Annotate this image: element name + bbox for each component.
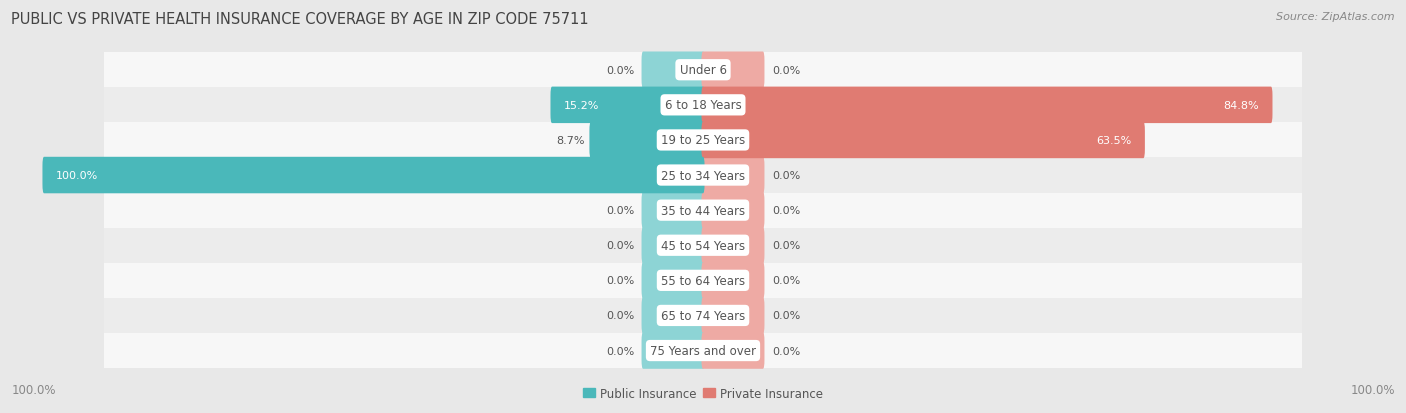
FancyBboxPatch shape [702,88,765,124]
FancyBboxPatch shape [551,88,704,124]
Text: 6 to 18 Years: 6 to 18 Years [665,99,741,112]
Text: Under 6: Under 6 [679,64,727,77]
FancyBboxPatch shape [641,192,704,229]
Text: 0.0%: 0.0% [772,206,800,216]
FancyBboxPatch shape [641,52,704,89]
FancyBboxPatch shape [641,262,704,299]
Text: 65 to 74 Years: 65 to 74 Years [661,309,745,322]
Legend: Public Insurance, Private Insurance: Public Insurance, Private Insurance [578,382,828,404]
FancyBboxPatch shape [641,157,704,194]
FancyBboxPatch shape [104,333,1302,368]
Text: 100.0%: 100.0% [11,384,56,396]
Text: 0.0%: 0.0% [606,206,634,216]
Text: 0.0%: 0.0% [606,66,634,76]
Text: PUBLIC VS PRIVATE HEALTH INSURANCE COVERAGE BY AGE IN ZIP CODE 75711: PUBLIC VS PRIVATE HEALTH INSURANCE COVER… [11,12,589,27]
FancyBboxPatch shape [702,332,765,369]
FancyBboxPatch shape [702,297,765,334]
FancyBboxPatch shape [702,228,765,264]
Text: 0.0%: 0.0% [606,241,634,251]
Text: 0.0%: 0.0% [772,275,800,286]
Text: 0.0%: 0.0% [606,346,634,356]
FancyBboxPatch shape [641,122,704,159]
Text: 0.0%: 0.0% [772,311,800,320]
FancyBboxPatch shape [641,88,704,124]
FancyBboxPatch shape [104,88,1302,123]
Text: 100.0%: 100.0% [56,171,98,180]
Text: 55 to 64 Years: 55 to 64 Years [661,274,745,287]
FancyBboxPatch shape [104,193,1302,228]
Text: 19 to 25 Years: 19 to 25 Years [661,134,745,147]
FancyBboxPatch shape [702,192,765,229]
Text: 100.0%: 100.0% [1350,384,1395,396]
Text: 15.2%: 15.2% [564,101,599,111]
FancyBboxPatch shape [702,157,765,194]
FancyBboxPatch shape [104,263,1302,298]
Text: 45 to 54 Years: 45 to 54 Years [661,239,745,252]
FancyBboxPatch shape [104,298,1302,333]
Text: 0.0%: 0.0% [772,66,800,76]
Text: 0.0%: 0.0% [772,241,800,251]
FancyBboxPatch shape [641,297,704,334]
FancyBboxPatch shape [702,88,1272,124]
Text: 0.0%: 0.0% [772,171,800,180]
Text: 8.7%: 8.7% [557,135,585,146]
FancyBboxPatch shape [702,122,765,159]
Text: 0.0%: 0.0% [772,346,800,356]
Text: 25 to 34 Years: 25 to 34 Years [661,169,745,182]
Text: 0.0%: 0.0% [606,275,634,286]
Text: 63.5%: 63.5% [1097,135,1132,146]
FancyBboxPatch shape [702,52,765,89]
FancyBboxPatch shape [589,122,704,159]
Text: 84.8%: 84.8% [1223,101,1258,111]
FancyBboxPatch shape [104,228,1302,263]
FancyBboxPatch shape [104,53,1302,88]
FancyBboxPatch shape [42,157,704,194]
FancyBboxPatch shape [641,228,704,264]
Text: 0.0%: 0.0% [606,311,634,320]
FancyBboxPatch shape [702,262,765,299]
Text: 35 to 44 Years: 35 to 44 Years [661,204,745,217]
FancyBboxPatch shape [641,332,704,369]
FancyBboxPatch shape [104,123,1302,158]
Text: Source: ZipAtlas.com: Source: ZipAtlas.com [1277,12,1395,22]
Text: 75 Years and over: 75 Years and over [650,344,756,357]
FancyBboxPatch shape [104,158,1302,193]
FancyBboxPatch shape [702,122,1144,159]
